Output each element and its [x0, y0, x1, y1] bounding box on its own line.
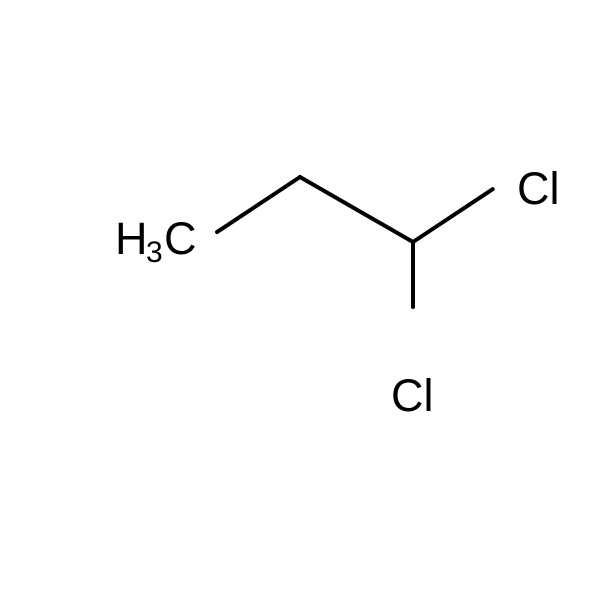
atom-label-cl1: Cl — [391, 370, 434, 421]
atom-label-c1: H — [115, 213, 148, 264]
bond — [300, 177, 413, 242]
atom-label-c1: 3 — [146, 236, 163, 269]
atom-label-c1: C — [164, 213, 197, 264]
chemical-structure: H3C Cl Cl — [0, 0, 600, 600]
bond — [413, 189, 493, 242]
atom-label-cl2: Cl — [517, 163, 560, 214]
bond — [217, 177, 300, 232]
